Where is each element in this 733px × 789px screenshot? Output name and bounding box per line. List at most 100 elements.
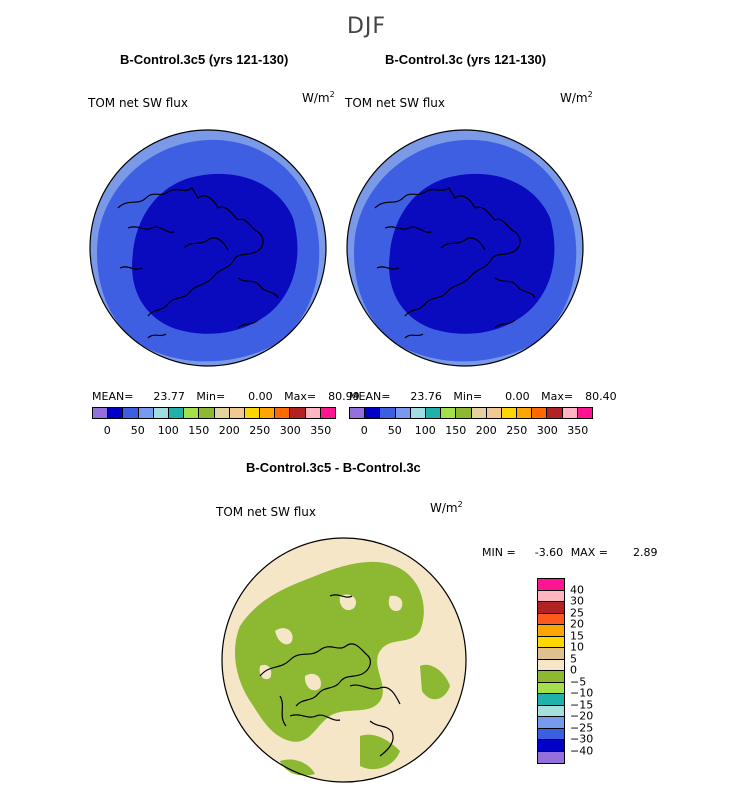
panel2-map-border bbox=[346, 129, 584, 367]
panel2-colorbar-swatch bbox=[532, 408, 548, 418]
panel2-colorbar-swatch bbox=[501, 408, 518, 418]
panel2-mean-label: MEAN= bbox=[349, 390, 391, 403]
panel1-max-value: 80.99 bbox=[328, 390, 360, 403]
panel1-colorbar-tick-label: 100 bbox=[157, 424, 179, 437]
diff-units: W/m2 bbox=[430, 500, 463, 515]
diff-colorbar-tick-label: −25 bbox=[570, 721, 594, 734]
diff-colorbar-swatch bbox=[538, 671, 564, 683]
diff-colorbar bbox=[537, 578, 565, 764]
panel1-colorbar-swatch bbox=[320, 408, 335, 418]
panel1-mean-value: 23.77 bbox=[153, 390, 185, 403]
panel2-colorbar-swatch bbox=[395, 408, 411, 418]
diff-map-border bbox=[221, 537, 467, 783]
panel1-colorbar-tick-label: 300 bbox=[279, 424, 301, 437]
panel2-colorbar-swatch bbox=[486, 408, 502, 418]
panel2-colorbar-swatch bbox=[562, 408, 578, 418]
diff-colorbar-swatch bbox=[538, 625, 564, 637]
diff-colorbar-tick-label: −20 bbox=[570, 709, 594, 723]
diff-colorbar-tick-label: −10 bbox=[570, 686, 594, 700]
panel1-map-border bbox=[89, 129, 327, 367]
panel2-colorbar-tick-label: 250 bbox=[506, 424, 528, 437]
panel2-units: W/m2 bbox=[560, 90, 593, 105]
panel1-colorbar-tick-label: 0 bbox=[103, 424, 111, 437]
panel1-colorbar-ticks: 0 50 100 150 200 250 300 350 bbox=[92, 424, 336, 440]
panel1-colorbar-tick-label: 50 bbox=[130, 424, 145, 437]
diff-min-label: MIN = bbox=[482, 546, 516, 559]
diff-colorbar-swatch bbox=[538, 648, 564, 660]
diff-colorbar-tick-label: −30 bbox=[570, 732, 594, 746]
panel2-colorbar-swatch bbox=[441, 408, 457, 418]
diff-colorbar-swatch bbox=[538, 694, 564, 706]
diff-title: B-Control.3c5 - B-Control.3c bbox=[246, 460, 421, 475]
diff-colorbar-swatch bbox=[538, 682, 564, 694]
panel1-colorbar-swatch bbox=[244, 408, 261, 418]
panel2-colorbar-swatch bbox=[380, 408, 396, 418]
panel2-colorbar-swatch bbox=[410, 408, 426, 418]
diff-colorbar-swatch bbox=[538, 579, 564, 591]
diff-variable: TOM net SW flux bbox=[216, 505, 317, 519]
diff-stats: MIN = -3.60 MAX = 2.89 bbox=[482, 546, 657, 559]
panel2-colorbar-tick-label: 100 bbox=[414, 424, 436, 437]
diff-polar-map bbox=[221, 537, 467, 783]
panel2-polar-map bbox=[346, 129, 584, 367]
panel2-colorbar-tick-label: 300 bbox=[536, 424, 558, 437]
panel1-stats: MEAN= 23.77 Min= 0.00 Max= 80.99 bbox=[92, 390, 360, 403]
panel2-max-label: Max= bbox=[541, 390, 574, 403]
panel2-max-value: 80.40 bbox=[585, 390, 617, 403]
diff-coastline bbox=[259, 594, 401, 757]
panel2-colorbar-tick-label: 50 bbox=[387, 424, 402, 437]
diff-colorbar-swatch bbox=[538, 705, 564, 717]
diff-colorbar-swatch bbox=[538, 590, 564, 602]
diff-colorbar-tick-label: 5 bbox=[570, 652, 577, 665]
panel2-colorbar-tick-label: 200 bbox=[475, 424, 497, 437]
panel1-colorbar bbox=[92, 407, 336, 419]
diff-colorbar-swatch bbox=[538, 602, 564, 614]
diff-colorbar-swatch bbox=[538, 751, 564, 763]
diff-colorbar-tick-label: 0 bbox=[570, 663, 577, 677]
panel1-ocean-deep bbox=[132, 173, 298, 334]
panel1-colorbar-tick-label: 200 bbox=[218, 424, 240, 437]
panel2-colorbar-swatch bbox=[425, 408, 442, 418]
panel2-coastline bbox=[374, 187, 536, 339]
panel1-colorbar-swatch bbox=[153, 408, 169, 418]
panel2-colorbar-swatch bbox=[547, 408, 563, 418]
panel1-colorbar-swatch bbox=[123, 408, 139, 418]
panel1-title: B-Control.3c5 (yrs 121-130) bbox=[120, 52, 289, 67]
panel2-colorbar-swatch bbox=[456, 408, 472, 418]
panel1-colorbar-swatch bbox=[184, 408, 200, 418]
panel2-colorbar-tick-label: 150 bbox=[445, 424, 467, 437]
diff-colorbar-swatch bbox=[538, 717, 564, 729]
diff-max-value: 2.89 bbox=[632, 546, 658, 559]
panel1-colorbar-swatch bbox=[199, 408, 215, 418]
diff-colorbar-tick-label: −40 bbox=[570, 744, 594, 757]
panel2-colorbar-swatch bbox=[577, 408, 592, 418]
panel1-colorbar-swatch bbox=[275, 408, 291, 418]
panel2-ocean-deep bbox=[389, 173, 555, 334]
diff-min-value: -3.60 bbox=[534, 546, 564, 559]
diff-colorbar-tick-label: −15 bbox=[570, 698, 594, 711]
diff-max-label: MAX = bbox=[570, 546, 608, 559]
diff-colorbar-tick-label: 40 bbox=[570, 583, 584, 596]
panel1-colorbar-tick-label: 250 bbox=[249, 424, 271, 437]
panel1-colorbar-swatch bbox=[93, 408, 109, 418]
diff-colorbar-tick-label: 20 bbox=[570, 617, 584, 631]
diff-colorbar-swatch bbox=[538, 613, 564, 625]
panel1-colorbar-tick-label: 150 bbox=[188, 424, 210, 437]
panel2-min-value: 0.00 bbox=[505, 390, 530, 403]
diff-colorbar-tick-label: −5 bbox=[570, 675, 587, 688]
panel2-colorbar-swatch bbox=[350, 408, 366, 418]
panel1-colorbar-swatch bbox=[260, 408, 276, 418]
panel1-colorbar-swatch bbox=[290, 408, 306, 418]
diff-colorbar-tick-label: 15 bbox=[570, 629, 584, 642]
panel2-mean-value: 23.76 bbox=[410, 390, 442, 403]
panel1-min-label: Min= bbox=[196, 390, 226, 403]
panel2-colorbar-tick-label: 0 bbox=[360, 424, 368, 437]
diff-colorbar-tick-label: 25 bbox=[570, 606, 584, 619]
panel1-colorbar-tick-label: 350 bbox=[310, 424, 332, 437]
diff-colorbar-ticks: 40 30 25 20 15 10 5 0 −5 −10 −15 −20 −25 −30 −40 bbox=[570, 578, 610, 762]
panel1-mean-label: MEAN= bbox=[92, 390, 134, 403]
diff-colorbar-swatch bbox=[538, 740, 564, 752]
panel2-variable: TOM net SW flux bbox=[345, 96, 446, 110]
panel2-colorbar-swatch bbox=[365, 408, 381, 418]
panel2-colorbar bbox=[349, 407, 593, 419]
